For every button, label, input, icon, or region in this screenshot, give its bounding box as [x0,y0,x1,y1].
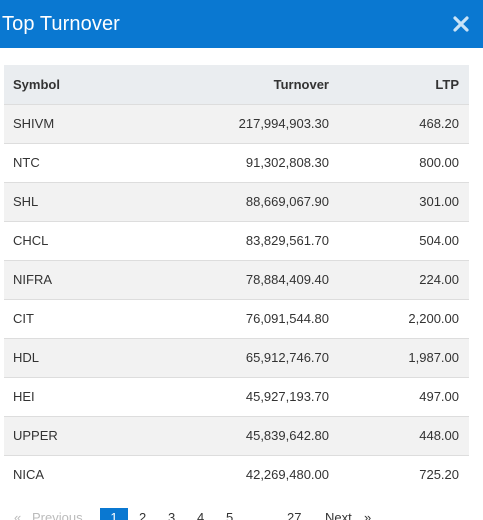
cell-symbol[interactable]: HDL [13,350,40,365]
pagination-last[interactable]: » [364,510,372,520]
cell-symbol[interactable]: NICA [13,467,45,483]
cell-turnover: 88,669,067.90 [245,194,329,209]
cell-symbol[interactable]: SHL [13,194,39,209]
column-header-ltp[interactable]: LTP [435,76,459,92]
pagination-page-2[interactable]: 2 [139,510,147,520]
table-row[interactable]: NTC 91,302,808.30 800.00 [4,143,469,182]
cell-symbol[interactable]: CIT [13,311,34,326]
table-row[interactable]: CIT 76,091,544.80 2,200.00 [4,299,469,338]
cell-symbol[interactable]: UPPER [13,428,58,443]
cell-symbol[interactable]: HEI [13,389,35,404]
cell-ltp: 725.20 [419,467,459,483]
cell-ltp: 224.00 [419,272,459,287]
cell-ltp: 800.00 [419,155,459,170]
table-row[interactable]: SHIVM 217,994,903.30 468.20 [4,104,469,143]
cell-ltp: 448.00 [419,428,459,443]
cell-turnover: 65,912,746.70 [245,350,329,365]
cell-turnover: 76,091,544.80 [245,311,329,326]
table-row[interactable]: HEI 45,927,193.70 497.00 [4,377,469,416]
cell-turnover: 217,994,903.30 [238,116,329,131]
cell-ltp: 301.00 [419,194,459,209]
modal-header: Top Turnover [0,0,483,48]
cell-symbol[interactable]: NIFRA [13,272,52,287]
pagination-page-3[interactable]: 3 [168,510,176,520]
cell-turnover: 83,829,561.70 [245,233,329,248]
table-row[interactable]: UPPER 45,839,642.80 448.00 [4,416,469,455]
cell-ltp: 1,987.00 [408,350,459,365]
cell-ltp: 2,200.00 [408,311,459,326]
pagination-page-1[interactable]: 1 [100,508,128,520]
cell-symbol[interactable]: CHCL [13,233,49,248]
pagination: « Previous 1 2 3 4 5 … 27 Next » [0,508,483,520]
pagination-ellipsis: … [256,510,269,520]
pagination-next[interactable]: Next [325,510,352,520]
pagination-page-last[interactable]: 27 [287,510,302,520]
close-button[interactable] [445,4,477,44]
table-row[interactable]: HDL 65,912,746.70 1,987.00 [4,338,469,377]
column-header-symbol[interactable]: Symbol [13,76,60,92]
table-row[interactable]: NICA 42,269,480.00 725.20 [4,455,469,494]
table-row[interactable]: SHL 88,669,067.90 301.00 [4,182,469,221]
table-row[interactable]: CHCL 83,829,561.70 504.00 [4,221,469,260]
cell-turnover: 42,269,480.00 [245,467,329,483]
table-header-row: Symbol Turnover LTP [4,65,469,104]
cell-turnover: 91,302,808.30 [245,155,329,170]
close-icon [453,16,469,32]
cell-turnover: 45,927,193.70 [245,389,329,404]
pagination-first[interactable]: « [14,510,22,520]
cell-turnover: 78,884,409.40 [245,272,329,287]
pagination-previous[interactable]: Previous [32,510,83,520]
table-row[interactable]: NIFRA 78,884,409.40 224.00 [4,260,469,299]
turnover-table: Symbol Turnover LTP SHIVM 217,994,903.30 4… [4,65,469,494]
cell-ltp: 497.00 [419,389,459,404]
modal-title: Top Turnover [2,12,120,35]
cell-symbol[interactable]: NTC [13,155,40,170]
cell-ltp: 468.20 [419,116,459,131]
cell-ltp: 504.00 [419,233,459,248]
column-header-turnover[interactable]: Turnover [273,76,329,92]
pagination-page-4[interactable]: 4 [197,510,205,520]
cell-turnover: 45,839,642.80 [245,428,329,443]
cell-symbol[interactable]: SHIVM [13,116,55,131]
pagination-page-5[interactable]: 5 [226,510,234,520]
